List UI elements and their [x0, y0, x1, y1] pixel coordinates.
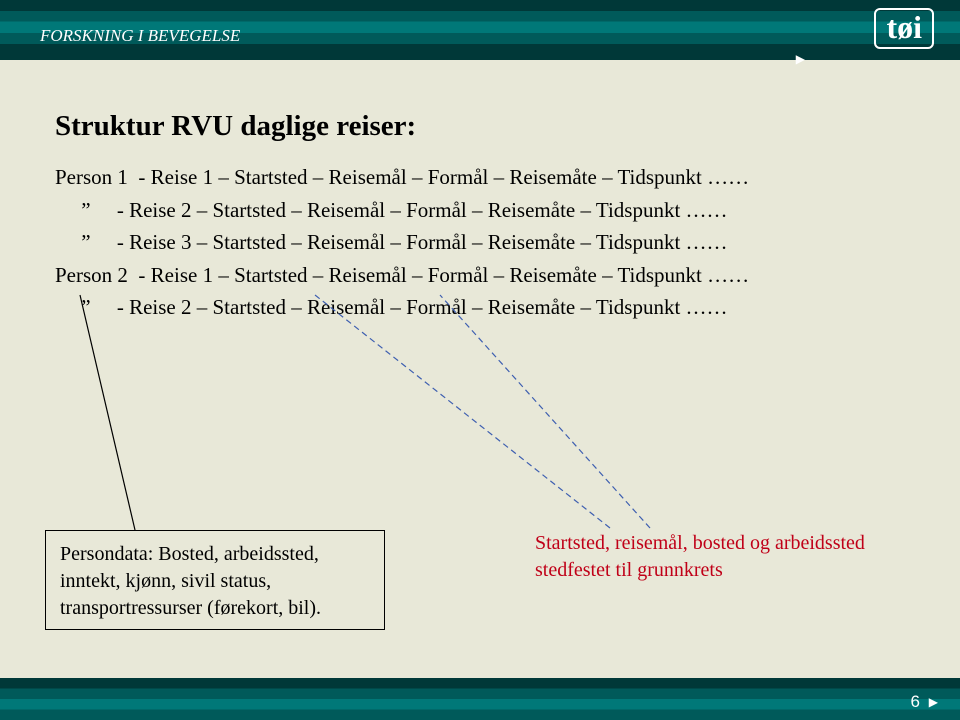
nav-arrow-icon: ▶ — [796, 52, 805, 67]
page-title: Struktur RVU daglige reiser: — [55, 110, 905, 143]
callout-stedfestet: Startsted, reisemål, bosted og arbeidsst… — [535, 530, 930, 600]
callout-persondata: Persondata: Bosted, arbeidssted, inntekt… — [45, 530, 385, 630]
trip-line-2: ” - Reise 3 – Startsted – Reisemål – For… — [55, 226, 905, 259]
content: Struktur RVU daglige reiser: Person 1 - … — [0, 60, 960, 344]
footer-band — [0, 678, 960, 720]
trip-line-4: ” - Reise 2 – Startsted – Reisemål – For… — [55, 291, 905, 324]
logo: tøi — [874, 8, 934, 49]
page-arrow-icon: ▶ — [929, 695, 938, 710]
page-number: 6 — [911, 692, 920, 712]
trip-line-1: ” - Reise 2 – Startsted – Reisemål – For… — [55, 194, 905, 227]
trip-line-3: Person 2 - Reise 1 – Startsted – Reisemå… — [55, 259, 905, 292]
trip-line-0: Person 1 - Reise 1 – Startsted – Reisemå… — [55, 161, 905, 194]
header: FORSKNING I BEVEGELSE tøi ▶ — [0, 0, 960, 60]
tagline: FORSKNING I BEVEGELSE — [40, 26, 240, 46]
